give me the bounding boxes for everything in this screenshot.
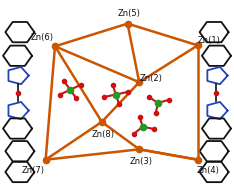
Text: Zn(3): Zn(3): [130, 157, 153, 166]
Text: Zn(4): Zn(4): [197, 166, 220, 175]
Text: Zn(7): Zn(7): [21, 166, 44, 175]
Text: Zn(1): Zn(1): [198, 36, 221, 45]
Text: Zn(5): Zn(5): [117, 9, 140, 18]
Text: Zn(8): Zn(8): [91, 130, 114, 139]
Text: Zn(6): Zn(6): [31, 33, 54, 42]
Text: Zn(2): Zn(2): [139, 74, 162, 83]
